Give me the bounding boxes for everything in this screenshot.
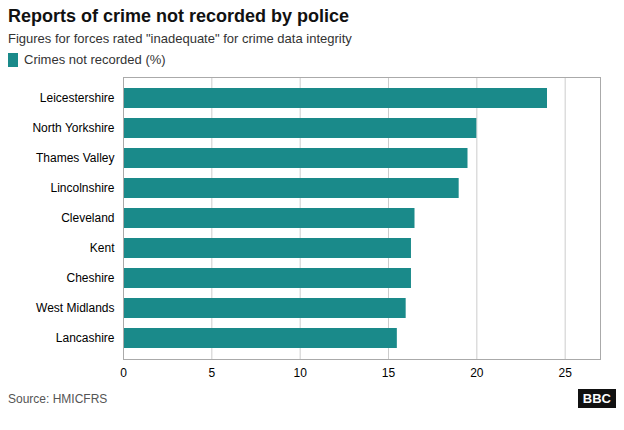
svg-text:Cheshire: Cheshire [66, 271, 114, 285]
html-text:Reports of crime not recorded: Reports of crime not recorded by police [8, 6, 350, 26]
svg-text:Lancashire: Lancashire [56, 331, 115, 345]
html-text:Crimes not recorded (%): Crimes not recorded (%) [24, 52, 166, 67]
svg-text:Lincolnshire: Lincolnshire [50, 181, 114, 195]
svg-text:Cleveland: Cleveland [61, 211, 114, 225]
svg-text:20: 20 [470, 366, 484, 380]
svg-text:Thames Valley: Thames Valley [36, 151, 114, 165]
svg-text:15: 15 [382, 366, 396, 380]
svg-text:Leicestershire: Leicestershire [40, 91, 115, 105]
svg-text:North Yorkshire: North Yorkshire [32, 121, 114, 135]
svg-text:25: 25 [558, 366, 572, 380]
html-text:Figures for forces rated "inad: Figures for forces rated "inadequate" fo… [8, 31, 352, 46]
svg-text:Kent: Kent [90, 241, 115, 255]
svg-text:10: 10 [293, 366, 307, 380]
html-text:Source: HMICFRS: Source: HMICFRS [8, 391, 108, 406]
html-text:BBC: BBC [582, 391, 611, 406]
svg-text:West Midlands: West Midlands [36, 301, 114, 315]
svg-text:5: 5 [208, 366, 215, 380]
svg-text:0: 0 [120, 366, 127, 380]
